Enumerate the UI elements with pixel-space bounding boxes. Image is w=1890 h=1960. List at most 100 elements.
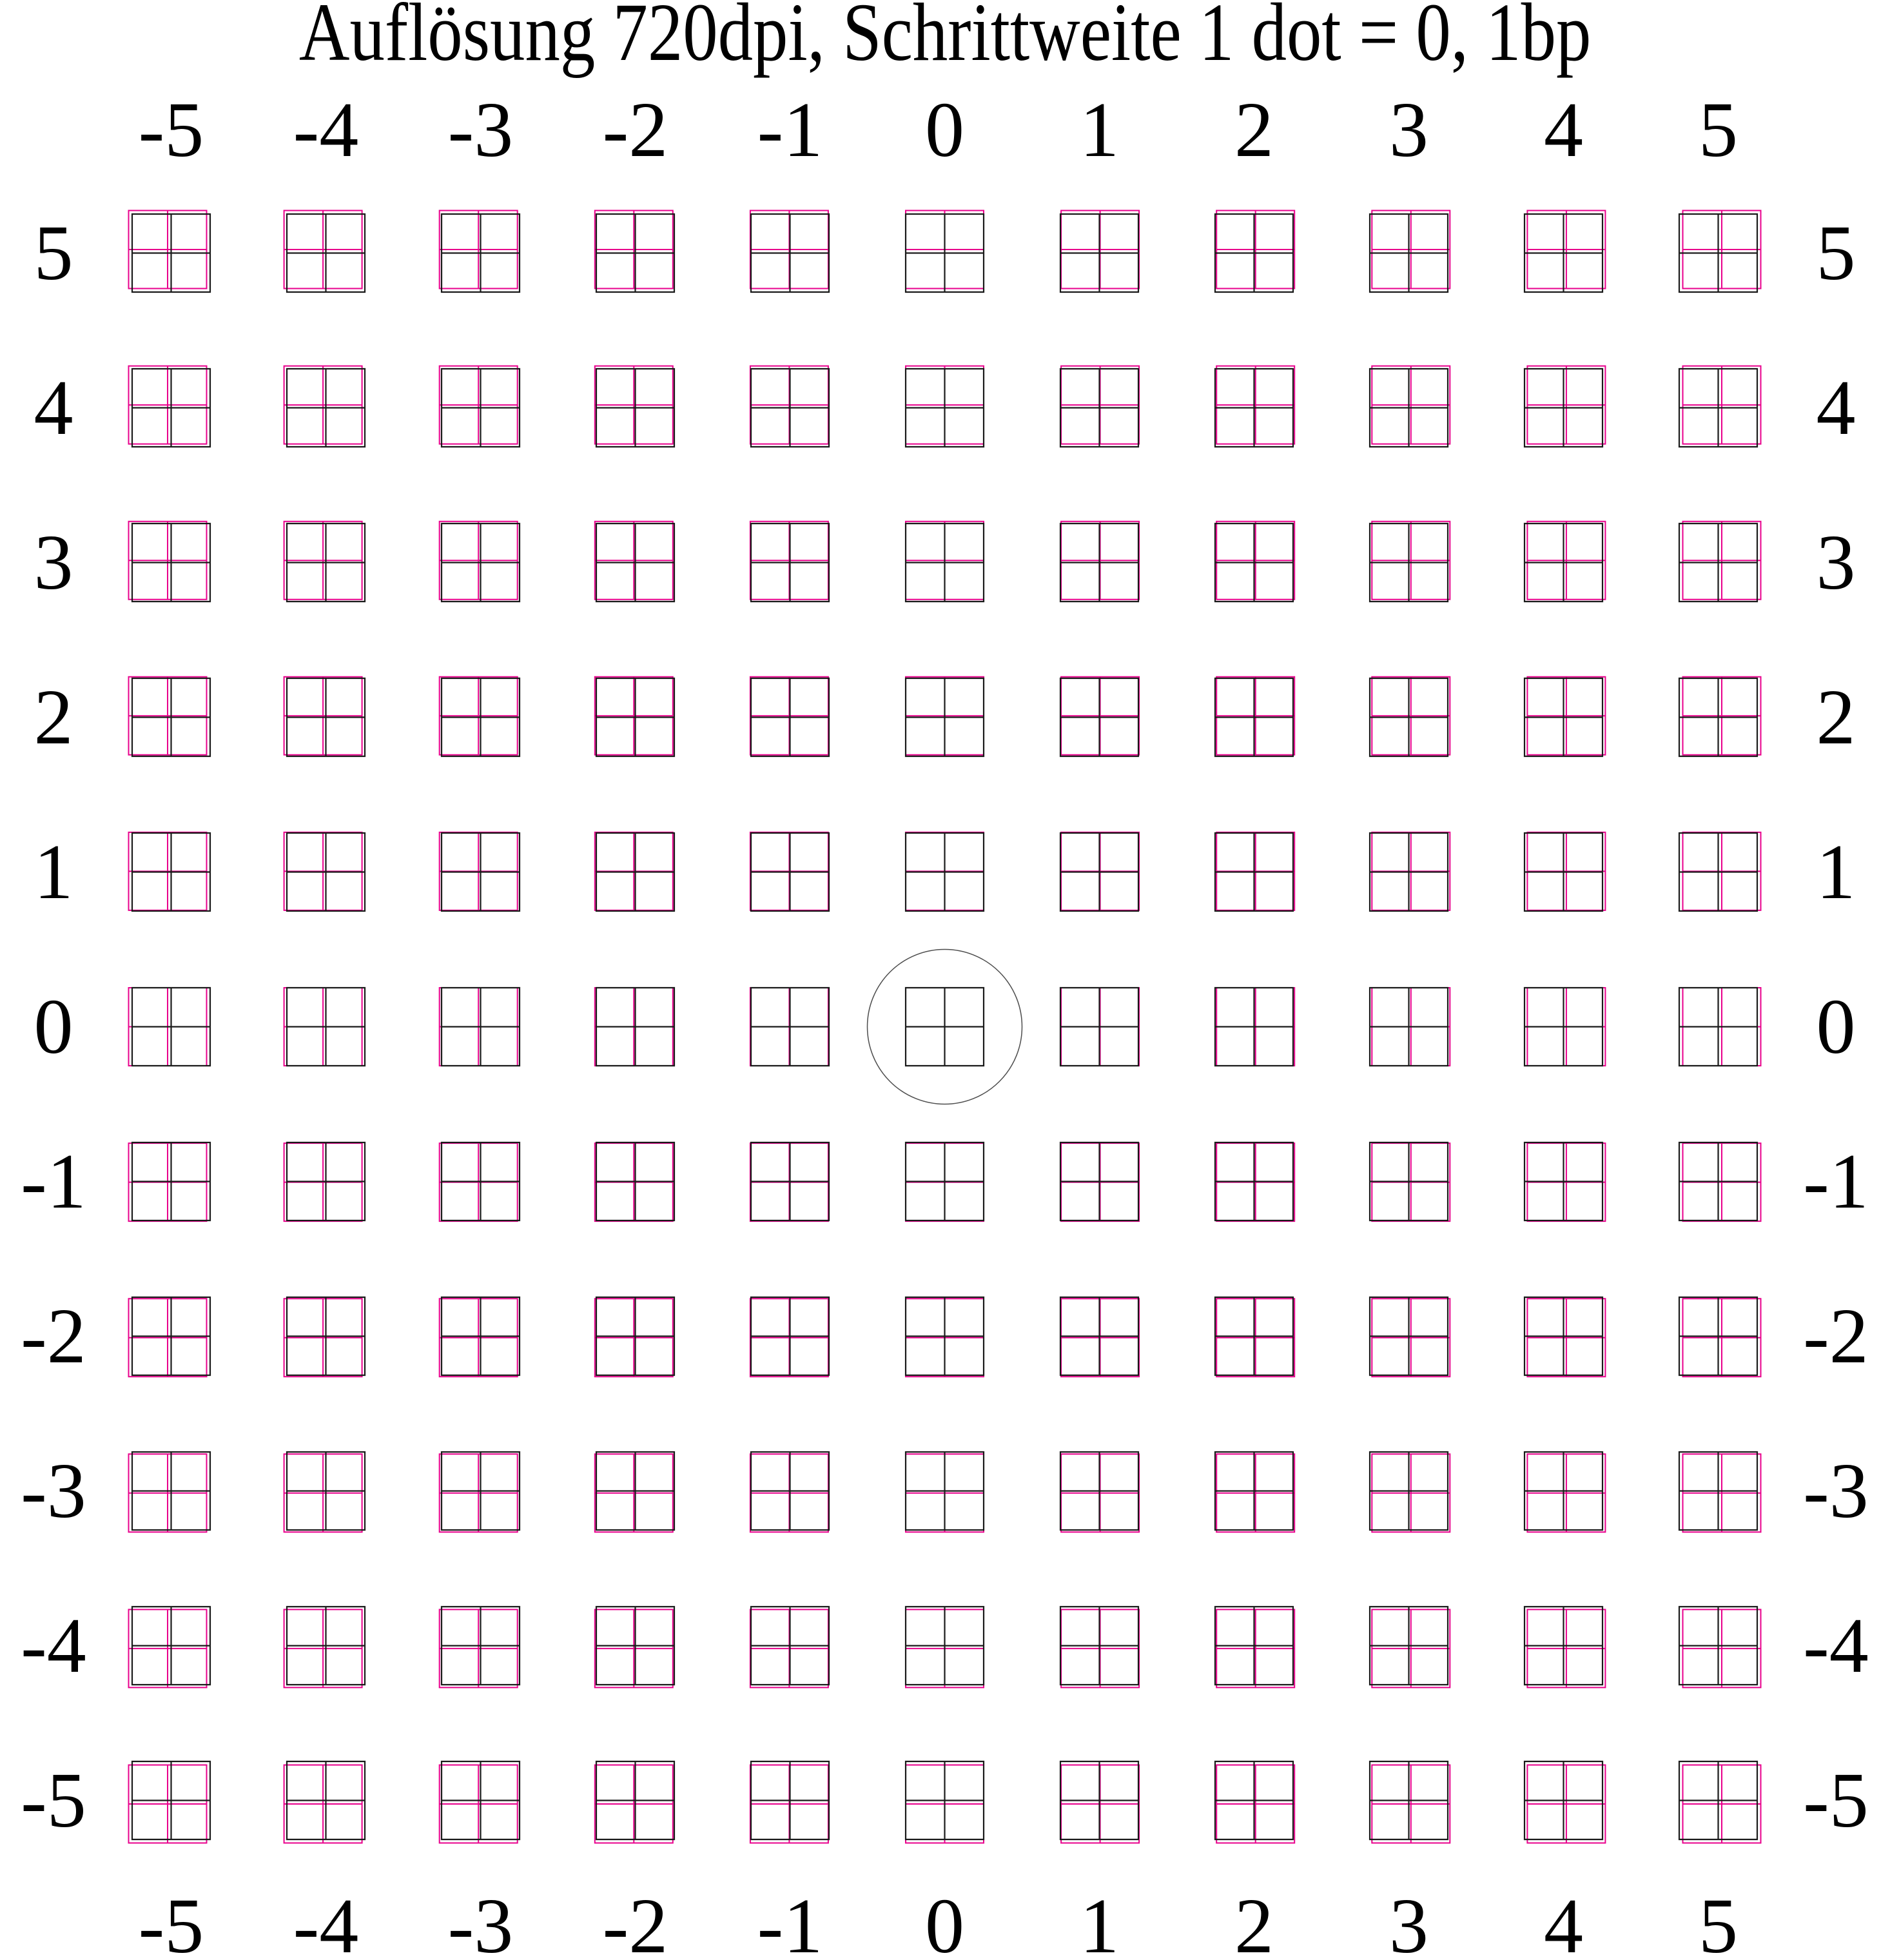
black-reference-window — [1523, 677, 1604, 758]
black-reference-window — [1214, 1296, 1294, 1377]
magenta-offset-window — [128, 520, 208, 600]
black-reference-window — [1369, 1760, 1449, 1841]
black-reference-window — [131, 1605, 211, 1686]
black-reference-window — [1369, 1141, 1449, 1222]
black-reference-window — [1214, 832, 1294, 912]
grid-cell — [438, 365, 521, 448]
y-axis-label-right: 4 — [1816, 364, 1856, 451]
grid-cell — [1678, 365, 1762, 448]
x-axis-label-top: -2 — [602, 86, 668, 173]
black-reference-window — [1523, 213, 1604, 293]
magenta-offset-window — [283, 676, 363, 756]
black-reference-window — [1523, 1296, 1604, 1377]
grid-cell — [749, 365, 830, 448]
magenta-offset-window — [438, 1453, 518, 1533]
black-reference-window — [286, 1451, 366, 1531]
black-reference-window — [1214, 1451, 1294, 1531]
grid-cell — [904, 1451, 985, 1533]
grid-cell — [1678, 831, 1762, 912]
grid-cell — [1369, 1451, 1451, 1533]
grid-cell — [1523, 1760, 1606, 1844]
black-reference-window — [595, 1141, 676, 1222]
black-reference-window — [1369, 677, 1449, 758]
black-reference-window — [1214, 1605, 1294, 1686]
black-reference-window — [440, 677, 521, 758]
black-reference-window — [131, 677, 211, 758]
black-reference-window — [131, 1451, 211, 1531]
y-axis-label-left: 2 — [34, 673, 73, 761]
magenta-offset-window — [594, 1453, 674, 1533]
magenta-offset-window — [128, 210, 208, 289]
grid-cell — [438, 986, 521, 1067]
grid-cell — [1369, 676, 1451, 758]
grid-cell — [1214, 831, 1296, 912]
grid-cell — [1678, 1451, 1762, 1533]
grid-cell — [283, 1760, 366, 1844]
grid-cell — [1369, 986, 1451, 1067]
grid-cell — [438, 1760, 521, 1844]
magenta-offset-window — [1682, 1764, 1762, 1844]
grid-cell — [1369, 831, 1451, 912]
grid-cell — [749, 676, 830, 758]
x-axis-label-top: 3 — [1389, 86, 1428, 173]
grid-cell — [1214, 1141, 1296, 1222]
grid-cell — [1369, 1605, 1451, 1689]
black-reference-window — [595, 1451, 676, 1531]
y-axis-label-right: -5 — [1803, 1756, 1869, 1844]
grid-cell — [594, 1141, 676, 1222]
grid-cell — [1059, 210, 1140, 293]
black-reference-window — [1059, 677, 1140, 758]
black-reference-window — [750, 677, 830, 758]
black-reference-window — [131, 368, 211, 448]
black-reference-window — [595, 677, 676, 758]
black-reference-window — [131, 986, 211, 1067]
grid-cell — [749, 1451, 830, 1533]
black-reference-window — [904, 986, 985, 1067]
black-reference-window — [440, 832, 521, 912]
x-axis-label-top: 2 — [1234, 86, 1274, 173]
magenta-offset-window — [1216, 1609, 1296, 1689]
black-reference-window — [1059, 368, 1140, 448]
black-reference-window — [1214, 1141, 1294, 1222]
black-reference-window — [1678, 368, 1758, 448]
magenta-offset-window — [283, 1764, 363, 1844]
grid-cell — [1523, 986, 1606, 1067]
x-axis-label-bottom: -3 — [447, 1883, 514, 1960]
grid-cell — [904, 210, 985, 293]
y-axis-label-right: -1 — [1803, 1137, 1869, 1225]
black-reference-window — [595, 1760, 676, 1841]
y-axis-label-right: 2 — [1816, 673, 1856, 761]
black-reference-window — [750, 1296, 830, 1377]
magenta-offset-window — [594, 1298, 674, 1378]
magenta-offset-window — [1371, 1764, 1451, 1844]
black-reference-window — [1214, 677, 1294, 758]
magenta-offset-window — [1682, 520, 1762, 600]
grid-cell — [749, 520, 830, 603]
black-reference-window — [595, 213, 676, 293]
y-axis-label-left: -5 — [21, 1756, 86, 1844]
black-reference-window — [1059, 1451, 1140, 1531]
magenta-offset-window — [438, 1764, 518, 1844]
black-reference-window — [904, 368, 985, 448]
y-axis-label-right: 5 — [1816, 209, 1856, 297]
black-reference-window — [440, 1760, 521, 1841]
black-reference-window — [1369, 213, 1449, 293]
black-reference-window — [750, 1605, 830, 1686]
black-reference-window — [1369, 1451, 1449, 1531]
grid-cell — [1059, 1141, 1140, 1222]
magenta-offset-window — [283, 1609, 363, 1689]
x-axis-label-bottom: 0 — [925, 1883, 964, 1960]
magenta-offset-window — [438, 520, 518, 600]
black-reference-window — [1214, 986, 1294, 1067]
magenta-offset-window — [283, 520, 363, 600]
black-reference-window — [440, 522, 521, 603]
grid-cell — [1523, 520, 1606, 603]
grid-cell — [904, 1296, 985, 1378]
grid-cell — [128, 676, 211, 758]
y-axis-label-right: 1 — [1816, 828, 1856, 916]
black-reference-window — [904, 1605, 985, 1686]
black-reference-window — [1059, 1141, 1140, 1222]
x-axis-label-bottom: -5 — [138, 1883, 204, 1960]
grid-cell — [1678, 210, 1762, 293]
grid-cell — [438, 520, 521, 603]
